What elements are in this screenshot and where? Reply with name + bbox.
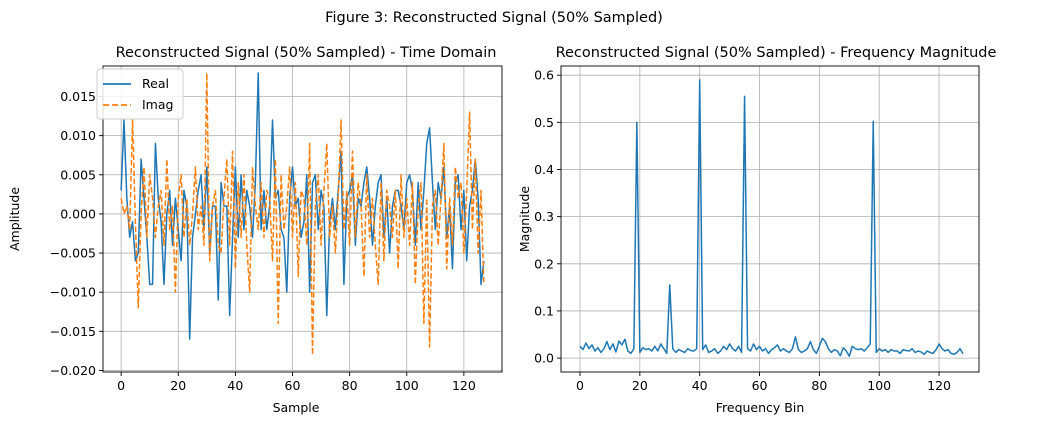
legend-imag-label: Imag [142,97,173,112]
time-domain-y-tick-label: −0.020 [50,363,96,378]
frequency-magnitude-x-tick-label: 100 [867,378,891,393]
time-domain-x-ticks: 0 20 40 60 80 100 120 [117,372,476,393]
time-domain-x-tick-label: 40 [227,378,243,393]
figure-suptitle: Figure 3: Reconstructed Signal (50% Samp… [325,10,663,26]
time-domain-y-tick-label: 0.000 [60,206,96,221]
frequency-magnitude-x-tick-label: 0 [576,378,584,393]
frequency-magnitude-x-tick-label: 60 [752,378,768,393]
frequency-magnitude-x-tick-label: 20 [632,378,648,393]
time-domain-x-tick-label: 0 [117,378,125,393]
frequency-magnitude-x-tick-label: 80 [811,378,827,393]
time-domain-grid [103,66,502,372]
frequency-magnitude-y-tick-label: 0.6 [534,68,554,83]
time-domain-x-tick-label: 60 [285,378,301,393]
frequency-magnitude-x-label: Frequency Bin [716,400,805,415]
legend-frame [96,68,184,120]
frequency-magnitude-series [579,79,964,357]
frequency-magnitude-title: Reconstructed Signal (50% Sampled) - Fre… [556,45,997,61]
time-domain-plot: Reconstructed Signal (50% Sampled) - Tim… [7,45,503,415]
frequency-magnitude-y-tick-label: 0.4 [534,162,554,177]
frequency-magnitude-y-tick-label: 0.3 [534,209,554,224]
frequency-magnitude-y-ticks: 0.0 0.1 0.2 0.3 0.4 0.5 0.6 [534,68,561,366]
frequency-magnitude-frame [560,65,980,373]
time-domain-x-tick-label: 20 [170,378,186,393]
time-domain-x-tick-label: 120 [452,378,476,393]
time-domain-y-tick-label: 0.010 [60,128,96,143]
time-domain-y-label: Amplitude [7,187,22,251]
frequency-magnitude-plot: Reconstructed Signal (50% Sampled) - Fre… [517,45,996,415]
time-domain-series-real [120,72,485,340]
frequency-magnitude-y-tick-label: 0.1 [534,303,554,318]
time-domain-y-ticks: −0.020 −0.015 −0.010 −0.005 0.000 0.005 0.010 0… [50,89,103,378]
frequency-magnitude-y-tick-label: 0.0 [534,351,554,366]
time-domain-y-tick-label: 0.005 [60,167,96,182]
time-domain-legend: Real Imag [96,68,184,120]
time-domain-x-tick-label: 100 [395,378,419,393]
time-domain-y-tick-label: 0.015 [60,89,96,104]
frequency-magnitude-x-ticks: 0 20 40 60 80 100 120 [576,372,951,393]
frequency-magnitude-y-tick-label: 0.5 [534,115,554,130]
legend-real-label: Real [142,76,169,91]
frequency-magnitude-y-tick-label: 0.2 [534,256,554,271]
time-domain-y-tick-label: −0.010 [50,285,96,300]
time-domain-title: Reconstructed Signal (50% Sampled) - Tim… [116,45,497,61]
time-domain-series-imag [120,72,485,356]
frequency-magnitude-y-label: Magnitude [517,186,532,253]
time-domain-y-tick-label: −0.015 [50,324,96,339]
time-domain-x-label: Sample [273,400,320,415]
frequency-magnitude-series-magnitude [579,79,964,357]
frequency-magnitude-x-tick-label: 120 [927,378,951,393]
time-domain-series [120,72,485,356]
frequency-magnitude-x-tick-label: 40 [692,378,708,393]
time-domain-frame [102,65,503,373]
time-domain-y-tick-label: −0.005 [50,246,96,261]
time-domain-x-tick-label: 80 [342,378,358,393]
